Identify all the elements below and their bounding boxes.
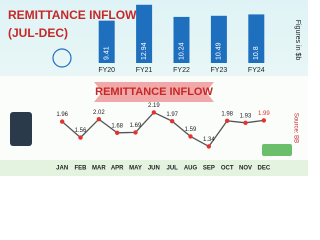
line-title: REMITTANCE INFLOW xyxy=(95,86,213,98)
bar-title: REMITTANCE INFLOW xyxy=(8,8,137,22)
value-label: 1.97 xyxy=(166,112,178,118)
point xyxy=(96,117,102,122)
line xyxy=(61,111,264,148)
value-label: 1.59 xyxy=(185,127,197,133)
value-label: 1.96 xyxy=(56,112,68,118)
x-tick-label: JAN xyxy=(56,166,68,172)
value-label: 10.49 xyxy=(216,42,223,60)
point xyxy=(169,119,175,124)
value-label: 1.69 xyxy=(130,123,142,129)
x-tick-label: NOV xyxy=(239,166,252,172)
point xyxy=(206,144,212,149)
x-tick-label: FY24 xyxy=(248,67,265,74)
x-tick-label: FY23 xyxy=(211,67,228,74)
money-icon xyxy=(262,144,292,156)
bar xyxy=(248,14,265,63)
x-tick-label: MAY xyxy=(129,166,142,172)
x-tick-label: AUG xyxy=(184,166,198,172)
value-label: 2.02 xyxy=(93,110,105,116)
value-label: 1.93 xyxy=(240,113,252,119)
point xyxy=(59,119,65,124)
point xyxy=(224,118,230,124)
x-tick-label: JUN xyxy=(148,166,160,172)
x-tick-label: FEB xyxy=(75,166,88,172)
value-label: 1.34 xyxy=(203,137,215,143)
value-label: 1.68 xyxy=(111,123,123,129)
bar xyxy=(136,4,153,63)
bar xyxy=(98,20,115,64)
x-tick-label: APR xyxy=(111,166,124,172)
point xyxy=(188,134,193,139)
x-tick-label: OCT xyxy=(221,166,234,172)
point xyxy=(133,130,138,135)
value-label: 9.41 xyxy=(104,46,111,60)
value-label: 1.56 xyxy=(75,128,87,134)
bar xyxy=(173,16,190,64)
value-label: 10.24 xyxy=(178,42,185,60)
x-tick-label: JUL xyxy=(166,166,178,172)
infographic: REMITTANCE INFLOW (JUL-DEC) Figures in $… xyxy=(0,0,308,176)
bar-subtitle: (JUL-DEC) xyxy=(8,26,68,40)
x-tick-label: SEP xyxy=(203,166,215,172)
x-tick-label: DEC xyxy=(257,166,270,172)
value-label: 12.94 xyxy=(141,42,148,60)
value-label: 1.98 xyxy=(221,111,233,117)
x-tick-label: FY21 xyxy=(136,67,153,74)
value-label: 1.99 xyxy=(258,111,270,117)
value-label: 10.8 xyxy=(253,46,260,60)
point xyxy=(114,130,120,135)
point xyxy=(243,120,248,126)
x-tick-label: FY22 xyxy=(173,67,190,74)
y-label: Figures in $b xyxy=(294,20,301,61)
lower-strip xyxy=(0,160,308,176)
point xyxy=(78,135,83,140)
x-tick-label: MAR xyxy=(92,166,106,172)
note: Source: BB xyxy=(292,113,298,143)
point xyxy=(261,118,267,123)
x-tick-label: FY20 xyxy=(98,67,115,74)
value-label: 2.19 xyxy=(148,103,160,109)
point xyxy=(151,110,157,115)
logo xyxy=(52,48,72,68)
banner xyxy=(94,82,214,102)
phone-icon xyxy=(10,112,32,146)
bar xyxy=(210,15,227,64)
